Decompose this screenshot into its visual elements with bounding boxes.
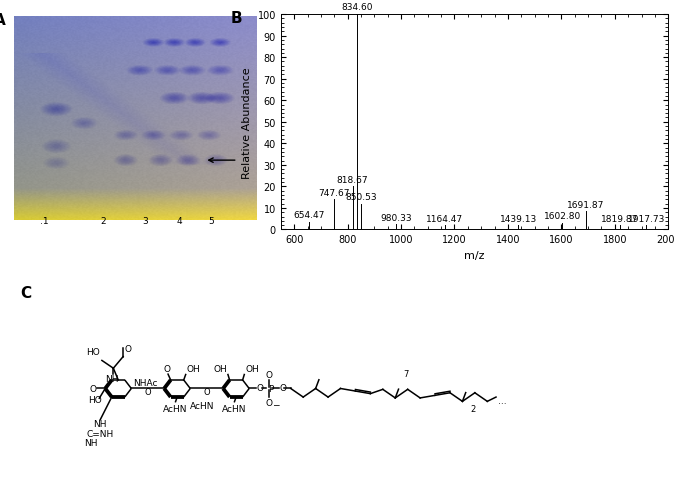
Text: 1164.47: 1164.47 bbox=[427, 214, 464, 223]
Text: O: O bbox=[256, 383, 264, 392]
Text: AcHN: AcHN bbox=[222, 404, 247, 413]
Text: P: P bbox=[268, 384, 273, 393]
Text: OH: OH bbox=[245, 364, 259, 373]
Text: 834.60: 834.60 bbox=[341, 4, 373, 13]
Text: −: − bbox=[272, 399, 279, 408]
Text: O: O bbox=[279, 383, 286, 392]
Text: 2: 2 bbox=[470, 404, 476, 413]
Text: NH: NH bbox=[105, 374, 119, 383]
Text: 980.33: 980.33 bbox=[380, 213, 412, 222]
Text: AcHN: AcHN bbox=[163, 404, 188, 413]
Text: O: O bbox=[266, 398, 273, 407]
Text: O: O bbox=[144, 387, 151, 396]
Text: B: B bbox=[230, 11, 242, 26]
Text: O: O bbox=[125, 345, 132, 354]
Text: 1819.87: 1819.87 bbox=[601, 214, 639, 223]
Text: AcHN: AcHN bbox=[190, 401, 214, 410]
Text: OH: OH bbox=[213, 364, 227, 373]
Text: HO: HO bbox=[88, 395, 102, 404]
Text: 3: 3 bbox=[142, 216, 148, 225]
Text: 1691.87: 1691.87 bbox=[567, 200, 605, 209]
Text: O: O bbox=[89, 384, 97, 393]
Text: HO: HO bbox=[86, 347, 101, 356]
Text: NH: NH bbox=[94, 419, 107, 428]
Text: 4: 4 bbox=[177, 216, 182, 225]
Text: ...: ... bbox=[497, 396, 506, 405]
Text: 654.47: 654.47 bbox=[293, 211, 325, 220]
Text: C=NH: C=NH bbox=[86, 429, 114, 438]
Text: NHAc: NHAc bbox=[133, 378, 157, 387]
Text: C: C bbox=[20, 286, 31, 301]
Text: 1917.73: 1917.73 bbox=[628, 214, 665, 223]
Text: .1: .1 bbox=[40, 216, 48, 225]
Text: 5: 5 bbox=[209, 216, 214, 225]
Text: O: O bbox=[163, 364, 170, 373]
X-axis label: m/z: m/z bbox=[464, 250, 485, 261]
Text: O: O bbox=[203, 387, 210, 396]
Text: 1439.13: 1439.13 bbox=[500, 214, 537, 223]
Text: 2: 2 bbox=[101, 216, 106, 225]
Y-axis label: Relative Abundance: Relative Abundance bbox=[242, 67, 252, 178]
Text: 7: 7 bbox=[404, 370, 409, 379]
Text: OH: OH bbox=[186, 364, 200, 373]
Text: 850.53: 850.53 bbox=[346, 193, 377, 201]
Text: A: A bbox=[0, 13, 6, 28]
Text: NH: NH bbox=[84, 438, 97, 447]
Text: 818.67: 818.67 bbox=[337, 175, 369, 184]
Text: 747.67: 747.67 bbox=[318, 188, 350, 197]
Text: O: O bbox=[266, 370, 273, 379]
Text: 1602.80: 1602.80 bbox=[543, 212, 580, 221]
